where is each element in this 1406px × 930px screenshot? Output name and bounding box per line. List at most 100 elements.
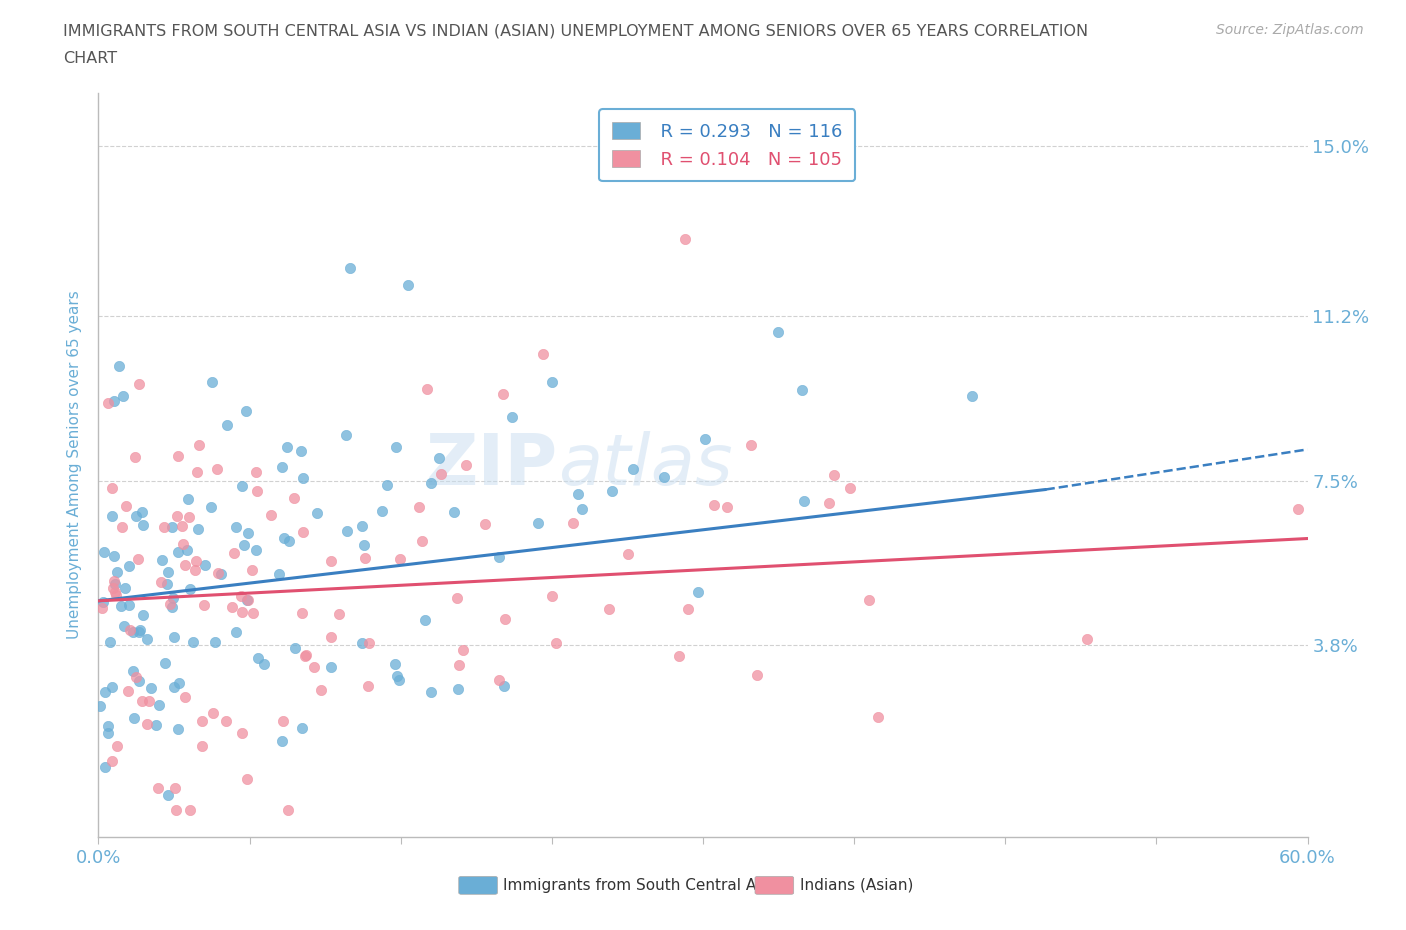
Point [160, 520, 183, 535]
Point [277, 803, 299, 817]
Point [693, 432, 716, 447]
Point [128, 625, 150, 640]
Point [824, 468, 846, 483]
Point [205, 461, 228, 476]
Point [97, 718, 120, 733]
Point [97, 725, 120, 740]
Point [273, 713, 295, 728]
Point [235, 404, 257, 418]
Point [675, 232, 697, 246]
Point [166, 545, 188, 560]
Point [396, 277, 419, 292]
Point [319, 553, 342, 568]
Point [420, 476, 443, 491]
Point [304, 660, 326, 675]
Point [97, 396, 120, 411]
Point [546, 636, 568, 651]
Point [868, 710, 890, 724]
Point [294, 648, 316, 663]
Point [494, 612, 516, 627]
Text: Source: ZipAtlas.com: Source: ZipAtlas.com [1216, 23, 1364, 37]
Point [246, 484, 269, 498]
Point [501, 409, 523, 424]
Point [110, 599, 132, 614]
Point [100, 635, 122, 650]
Point [271, 459, 294, 474]
Point [150, 552, 173, 567]
Point [122, 711, 145, 725]
Point [231, 479, 253, 494]
Point [375, 477, 398, 492]
Point [103, 585, 125, 600]
Point [328, 606, 350, 621]
Point [420, 685, 443, 700]
Point [91, 594, 114, 609]
Point [105, 738, 128, 753]
Point [176, 542, 198, 557]
Point [232, 538, 254, 552]
Point [678, 602, 700, 617]
Point [148, 698, 170, 712]
Point [103, 576, 125, 591]
Point [617, 547, 640, 562]
Point [174, 558, 197, 573]
Point [447, 658, 470, 672]
Point [357, 679, 380, 694]
Point [194, 558, 217, 573]
Point [101, 509, 124, 524]
Point [238, 525, 260, 540]
Point [451, 643, 474, 658]
Point [131, 694, 153, 709]
Point [492, 679, 515, 694]
Point [153, 520, 176, 535]
Point [240, 563, 263, 578]
Point [388, 672, 411, 687]
Point [193, 597, 215, 612]
Point [818, 496, 841, 511]
Point [793, 494, 815, 509]
Point [170, 519, 193, 534]
Point [89, 698, 111, 713]
Point [177, 510, 200, 525]
Point [157, 788, 180, 803]
Point [108, 358, 131, 373]
Point [121, 664, 143, 679]
Point [488, 550, 510, 565]
Point [1076, 631, 1098, 646]
Point [291, 471, 314, 485]
Point [488, 672, 510, 687]
Point [166, 508, 188, 523]
Point [132, 517, 155, 532]
Point [766, 325, 789, 339]
Point [191, 713, 214, 728]
Point [167, 448, 190, 463]
Point [128, 622, 150, 637]
Point [191, 738, 214, 753]
Point [385, 669, 408, 684]
Point [138, 693, 160, 708]
Point [623, 461, 645, 476]
Point [335, 428, 357, 443]
Point [201, 374, 224, 389]
Point [792, 382, 814, 397]
Point [236, 592, 259, 607]
Point [112, 619, 135, 634]
Point [117, 684, 139, 698]
Point [271, 734, 294, 749]
Point [668, 648, 690, 663]
Point [454, 458, 477, 472]
Point [156, 577, 179, 591]
Point [104, 588, 127, 603]
Point [245, 542, 267, 557]
Point [291, 525, 314, 539]
Point [571, 501, 593, 516]
Point [283, 490, 305, 505]
Point [103, 549, 125, 564]
Point [740, 438, 762, 453]
Point [236, 592, 259, 607]
Point [273, 531, 295, 546]
Point [427, 450, 450, 465]
Point [307, 506, 329, 521]
Point [430, 466, 453, 481]
Y-axis label: Unemployment Among Seniors over 65 years: Unemployment Among Seniors over 65 years [67, 291, 83, 640]
